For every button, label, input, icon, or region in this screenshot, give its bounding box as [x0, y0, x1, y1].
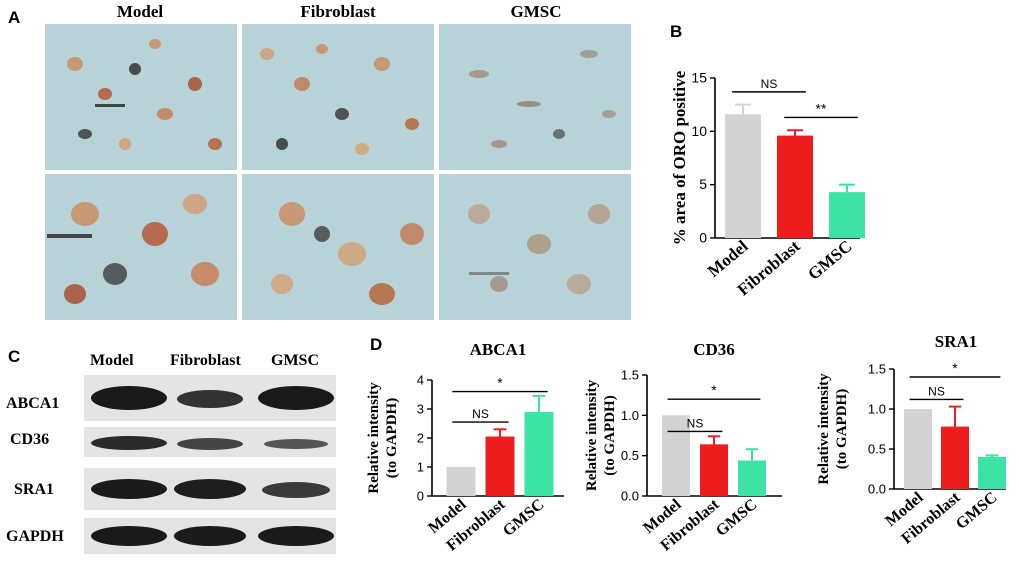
y-axis-subtitle-d3: (to GAPDH): [834, 389, 850, 469]
band-gapdh-model: [91, 526, 167, 546]
chart-abca1: 01234ModelFibroblastGMSCNS*ABCA1Relative…: [366, 340, 564, 555]
chart-sra1: 0.00.51.01.5ModelFibroblastGMSCNS*SRA1Re…: [816, 332, 1006, 548]
y-tick-label-d3: 1.5: [868, 362, 886, 377]
x-tick-label-b: Model: [704, 236, 752, 280]
blot-row-label-sra1: SRA1: [14, 481, 55, 498]
y-axis-subtitle-d1: (to GAPDH): [384, 398, 400, 478]
x-tick-label-d2: GMSC: [713, 496, 761, 540]
significance-label-b: **: [816, 100, 827, 116]
significance-label-d3: NS: [928, 384, 945, 398]
y-tick-label-d1: 1: [417, 460, 424, 475]
x-tick-label-d1: GMSC: [500, 496, 548, 540]
band-abca1-fibroblast: [177, 390, 243, 408]
y-tick-label-d2: 0.0: [621, 489, 639, 504]
significance-label-d1: NS: [472, 407, 489, 421]
bar-d2-model: [662, 415, 690, 496]
y-tick-label-d3: 1.0: [868, 402, 886, 417]
significance-label-d2: NS: [687, 416, 704, 430]
bar-d1-model: [446, 467, 476, 496]
blot-row-label-cd36: CD36: [10, 431, 50, 448]
blot-row-label-abca1: ABCA1: [6, 395, 60, 412]
bar-d2-gmsc: [738, 460, 766, 496]
band-gapdh-gmsc: [258, 526, 334, 546]
y-tick-label-d1: 2: [417, 431, 424, 446]
bar-d3-gmsc: [978, 457, 1006, 489]
blot-col-label-gmsc: GMSC: [271, 352, 319, 369]
bar-d1-gmsc: [524, 411, 554, 496]
band-cd36-gmsc: [264, 439, 328, 449]
bar-b-gmsc: [829, 192, 865, 238]
micro-image-fibroblast-bottom: [242, 174, 434, 320]
y-axis-title-b: % area of ORO positive: [670, 70, 689, 245]
micro-image-model-bottom: [45, 174, 237, 320]
micro-image-fibroblast-top: [242, 24, 434, 170]
band-cd36-fibroblast: [177, 438, 243, 450]
chart-cd36: 0.00.51.01.5ModelFibroblastGMSCNS*CD36Re…: [584, 340, 782, 555]
x-tick-label-b: GMSC: [804, 237, 855, 284]
y-tick-label-d2: 1.5: [621, 368, 639, 383]
band-sra1-fibroblast: [174, 479, 246, 499]
significance-label-b: NS: [761, 77, 778, 91]
y-tick-label-b: 15: [691, 70, 707, 86]
y-tick-label-b: 0: [699, 230, 707, 246]
chart-title-d3: SRA1: [935, 332, 978, 351]
chart-title-d1: ABCA1: [470, 340, 527, 359]
micro-col-label-fibroblast: Fibroblast: [300, 2, 376, 21]
panel-label-b: B: [670, 22, 683, 41]
micro-image-model-top: [45, 24, 237, 170]
blot-col-label-fibroblast: Fibroblast: [170, 352, 241, 369]
significance-label-d1: *: [497, 375, 503, 391]
band-abca1-model: [91, 386, 167, 410]
bar-d3-fibroblast: [941, 426, 969, 489]
blot-col-label-model: Model: [90, 352, 134, 369]
y-tick-label-d1: 3: [417, 402, 424, 417]
panel-label-c: C: [8, 347, 21, 366]
micro-col-label-gmsc: GMSC: [510, 2, 562, 21]
band-cd36-model: [91, 436, 167, 450]
band-sra1-gmsc: [262, 482, 330, 498]
band-gapdh-fibroblast: [174, 526, 246, 546]
bar-d3-model: [904, 409, 932, 489]
blot-row-label-gapdh: GAPDH: [6, 528, 64, 545]
y-tick-label-b: 10: [691, 123, 707, 139]
x-tick-label-d3: GMSC: [953, 489, 1001, 533]
y-tick-label-d2: 1.0: [621, 408, 639, 423]
y-tick-label-d1: 4: [417, 373, 424, 388]
micro-image-gmsc-bottom: [439, 174, 631, 320]
y-axis-title-d1: Relative intensity: [366, 382, 382, 494]
band-abca1-gmsc: [258, 386, 334, 410]
bar-b-fibroblast: [777, 135, 813, 238]
significance-label-d3: *: [952, 360, 958, 376]
y-tick-label-b: 5: [699, 176, 707, 192]
y-tick-label-d2: 0.5: [621, 448, 639, 463]
y-axis-subtitle-d2: (to GAPDH): [602, 395, 618, 475]
micro-image-gmsc-top: [439, 24, 631, 170]
chart-title-d2: CD36: [693, 340, 735, 359]
panel-label-d: D: [370, 335, 383, 354]
bar-d2-fibroblast: [700, 444, 728, 496]
bar-b-model: [725, 114, 761, 238]
panel-label-a: A: [8, 8, 21, 27]
micro-col-label-model: Model: [116, 2, 164, 21]
y-axis-title-d2: Relative intensity: [584, 379, 600, 491]
western-blot-image: [84, 375, 336, 554]
bar-d1-fibroblast: [485, 436, 515, 496]
band-sra1-model: [91, 479, 167, 499]
y-tick-label-d1: 0: [417, 489, 424, 504]
y-tick-label-d3: 0.5: [868, 442, 886, 457]
y-axis-title-d3: Relative intensity: [816, 373, 832, 485]
significance-label-d2: *: [711, 382, 717, 398]
y-tick-label-d3: 0.0: [868, 482, 886, 497]
